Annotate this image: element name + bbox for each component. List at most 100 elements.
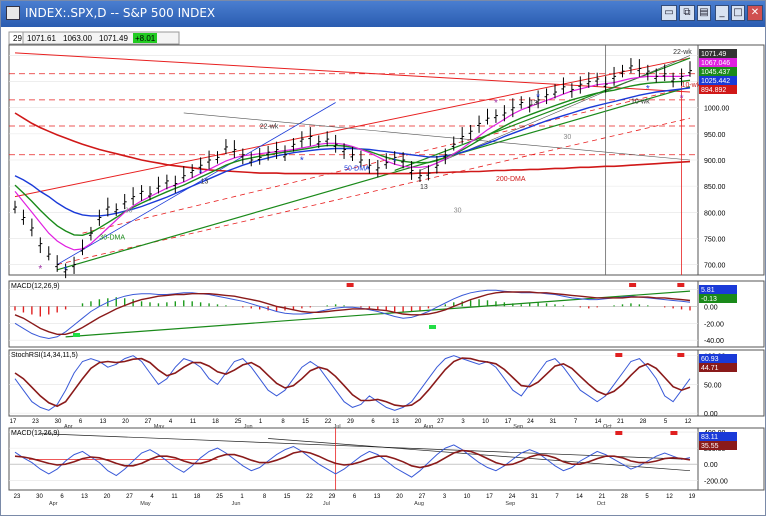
macd-value-tag bbox=[699, 285, 737, 294]
x-month-label: Aug bbox=[423, 424, 433, 430]
x-tick-label: 14 bbox=[595, 419, 602, 425]
chart-annotation: 200-DMA bbox=[496, 176, 526, 183]
x-tick-label-bottom: 31 bbox=[531, 494, 538, 500]
x-tick-label: 23 bbox=[32, 419, 39, 425]
x-tick-label: 21 bbox=[617, 419, 624, 425]
x-tick-label: 5 bbox=[664, 419, 668, 425]
turning-point-star: * bbox=[199, 169, 203, 180]
x-tick-label-bottom: 20 bbox=[104, 494, 111, 500]
x-tick-label-bottom: 27 bbox=[126, 494, 133, 500]
x-tick-label-bottom: 1 bbox=[240, 494, 244, 500]
x-month-label-bottom: Sep bbox=[505, 501, 515, 507]
x-tick-label-bottom: 13 bbox=[374, 494, 381, 500]
quote-interval: 29 bbox=[13, 34, 22, 43]
quote-change: +8.01 bbox=[135, 34, 156, 43]
signal-marker bbox=[73, 333, 80, 337]
x-tick-label-bottom: 24 bbox=[509, 494, 516, 500]
ma20-line bbox=[14, 74, 691, 251]
trend-line bbox=[14, 52, 691, 93]
x-month-label: Jun bbox=[244, 424, 253, 430]
price-value-tag bbox=[699, 49, 737, 58]
price-plot: * * * * * * * * * 22-wk 22-wk 10-wk 10-wk 30-DMA 50-DM… bbox=[9, 45, 701, 279]
x-tick-label: 12 bbox=[685, 419, 692, 425]
signal-marker bbox=[615, 431, 623, 435]
x-tick-label-bottom: 27 bbox=[419, 494, 426, 500]
x-tick-label: 8 bbox=[281, 419, 285, 425]
x-tick-label-bottom: 28 bbox=[621, 494, 628, 500]
x-tick-label: 29 bbox=[347, 419, 354, 425]
x-tick-label: 7 bbox=[574, 419, 578, 425]
quote-bar: 29 1071.61 1063.00 1071.49 +8.01 bbox=[8, 31, 180, 45]
price-value-tag bbox=[699, 58, 737, 67]
x-tick-label-bottom: 18 bbox=[194, 494, 201, 500]
signal-marker bbox=[615, 353, 623, 357]
signal-marker bbox=[629, 283, 637, 287]
x-tick-label: 17 bbox=[10, 419, 17, 425]
wmacd-panel-frame bbox=[8, 427, 699, 491]
trend-line bbox=[56, 102, 336, 265]
x-month-label: Apr bbox=[64, 424, 73, 430]
chart-annotation: 13 bbox=[530, 100, 538, 107]
stoch-panel-frame bbox=[8, 349, 699, 417]
stoch-value-label: 44.71 bbox=[701, 365, 719, 372]
signal-marker bbox=[346, 283, 354, 287]
x-tick-label: 6 bbox=[79, 419, 83, 425]
min-icon[interactable]: ▭ bbox=[661, 5, 677, 21]
x-month-label-bottom: Aug bbox=[414, 501, 424, 507]
x-month-label: Jul bbox=[334, 424, 341, 430]
x-tick-label-bottom: 10 bbox=[464, 494, 471, 500]
signal-marker bbox=[670, 431, 678, 435]
x-tick-label-bottom: 4 bbox=[150, 494, 154, 500]
signal-marker bbox=[677, 283, 685, 287]
x-tick-label-bottom: 19 bbox=[689, 494, 696, 500]
quote-low: 1071.49 bbox=[99, 34, 128, 43]
chart-icon[interactable]: ▤ bbox=[697, 5, 711, 21]
stoch-plot bbox=[14, 355, 691, 411]
maximize-icon[interactable]: □ bbox=[731, 5, 745, 21]
chart-annotation: 30 bbox=[563, 134, 571, 141]
x-tick-label-bottom: 11 bbox=[171, 494, 178, 500]
stoch-value-label: 60.93 bbox=[701, 356, 719, 363]
price-ytick-label: 900.00 bbox=[704, 158, 726, 165]
macd-ytick-label: -40.00 bbox=[704, 338, 724, 345]
x-tick-label: 25 bbox=[235, 419, 242, 425]
price-value-label: 1045.437 bbox=[701, 69, 730, 76]
x-tick-label: 4 bbox=[169, 419, 173, 425]
stoch-fast-line bbox=[14, 355, 691, 411]
x-tick-label: 20 bbox=[122, 419, 129, 425]
price-value-label: 1071.49 bbox=[701, 51, 726, 58]
x-tick-label-bottom: 6 bbox=[353, 494, 357, 500]
x-tick-label: 27 bbox=[145, 419, 152, 425]
x-tick-label-bottom: 20 bbox=[396, 494, 403, 500]
stoch-slow-line bbox=[14, 357, 691, 408]
x-month-label: Oct bbox=[603, 424, 612, 430]
title-bar[interactable]: INDEX:.SPX,D -- S&P 500 INDEX ▭ ⧉ ▤ _ □ … bbox=[1, 1, 765, 27]
window-title: INDEX:.SPX,D -- S&P 500 INDEX bbox=[25, 6, 216, 20]
macd-line bbox=[14, 289, 691, 340]
price-ytick-label: 950.00 bbox=[704, 132, 726, 139]
x-tick-label-bottom: 7 bbox=[555, 494, 559, 500]
x-month-label-bottom: Oct bbox=[597, 501, 606, 507]
wmacd-title: MACD(12,26,9) bbox=[11, 430, 60, 437]
price-ytick-label: 1000.00 bbox=[704, 106, 729, 113]
x-tick-label: 10 bbox=[482, 419, 489, 425]
close-icon[interactable]: ✕ bbox=[747, 5, 763, 21]
macd-title: MACD(12,26,9) bbox=[11, 283, 60, 290]
minimize-icon[interactable]: _ bbox=[715, 5, 729, 21]
macd-ytick-label: 0.00 bbox=[704, 304, 718, 311]
x-tick-label-bottom: 25 bbox=[216, 494, 223, 500]
wmacd-trend-line bbox=[40, 433, 691, 460]
x-tick-label: 11 bbox=[190, 419, 197, 425]
x-month-label: Sep bbox=[513, 424, 523, 430]
macd-plot bbox=[9, 289, 698, 340]
restore-icon[interactable]: ⧉ bbox=[679, 5, 695, 21]
chart-annotation: 30-DMA bbox=[99, 234, 125, 241]
chart-annotation: 22-wk bbox=[260, 124, 279, 131]
x-month-label-bottom: Apr bbox=[49, 501, 58, 507]
chart-annotation: 30 bbox=[125, 207, 133, 214]
chart-annotation: 30 bbox=[454, 207, 462, 214]
wmacd-value-tag bbox=[699, 441, 737, 450]
turning-point-star: * bbox=[646, 84, 650, 95]
